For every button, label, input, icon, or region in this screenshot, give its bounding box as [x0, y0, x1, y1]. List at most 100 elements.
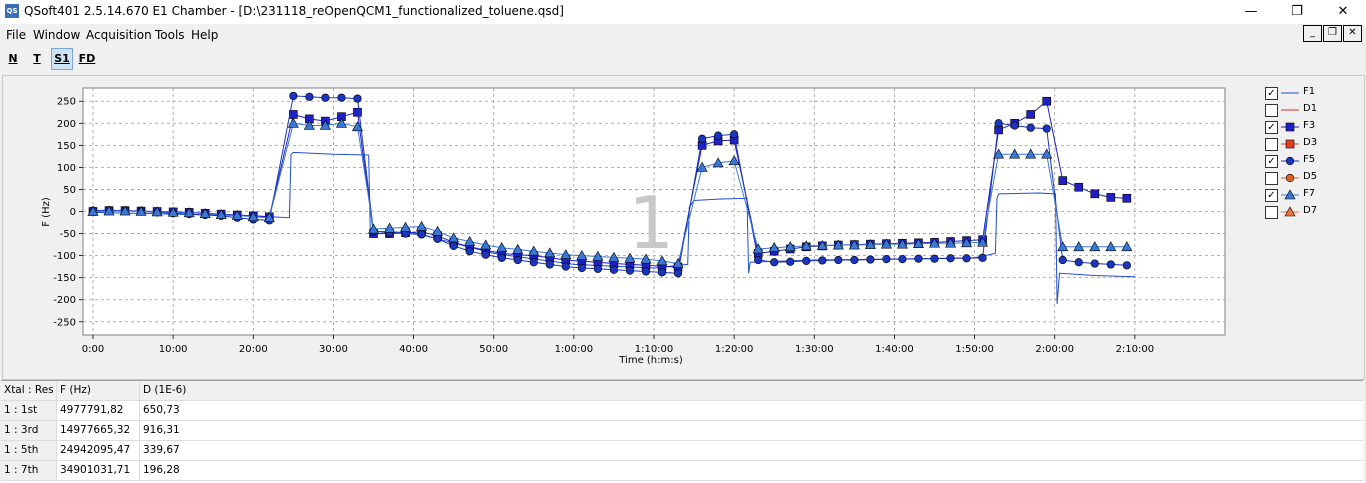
- data-point-f5: [593, 264, 603, 273]
- series-f1: [92, 151, 1135, 305]
- data-point-f7: [768, 242, 780, 252]
- data-point-f7: [1105, 241, 1117, 252]
- data-point-f7: [247, 211, 259, 222]
- mdi-close-button[interactable]: ✕: [1343, 25, 1362, 42]
- header-dissipation[interactable]: D (1E-6): [140, 381, 1363, 400]
- legend-label: D3: [1303, 137, 1318, 148]
- toolbar-t-button[interactable]: T: [33, 52, 41, 65]
- data-point-f5: [882, 255, 891, 264]
- legend-checkbox-f3[interactable]: ✓: [1265, 121, 1278, 134]
- mdi-restore-button[interactable]: ❐: [1323, 25, 1342, 42]
- legend-checkbox-f7[interactable]: ✓: [1265, 189, 1278, 202]
- data-point-f7: [464, 235, 476, 246]
- data-point-f5: [1010, 121, 1019, 130]
- frequency-cell: 34901031,71: [57, 461, 140, 480]
- data-point-f7: [945, 237, 957, 248]
- legend-item-d3[interactable]: D3: [1265, 137, 1345, 154]
- legend-item-d5[interactable]: D5: [1265, 171, 1345, 188]
- toolbar-fd-button[interactable]: FD: [78, 52, 96, 65]
- row-label: 1 : 3rd: [1, 421, 57, 440]
- legend-checkbox-f5[interactable]: ✓: [1265, 155, 1278, 168]
- legend-checkbox-d7[interactable]: [1265, 206, 1278, 219]
- table-row[interactable]: 1 : 1st 4977791,82 650,73: [1, 401, 1363, 421]
- data-point-f7: [848, 239, 860, 250]
- data-point-f5: [786, 257, 795, 266]
- data-point-f7: [496, 242, 508, 252]
- data-point-f7: [448, 232, 460, 243]
- dissipation-cell: 196,28: [143, 464, 180, 476]
- legend-swatch-f7: [1281, 189, 1299, 200]
- data-point-f7: [993, 148, 1005, 159]
- y-tick-label: 150: [57, 141, 76, 152]
- maximize-button[interactable]: ❐: [1291, 4, 1303, 19]
- data-point-f5: [898, 255, 907, 264]
- data-point-f5: [529, 258, 538, 267]
- legend-checkbox-d5[interactable]: [1265, 172, 1278, 185]
- menu-window[interactable]: Window: [33, 28, 81, 42]
- data-point-f7: [544, 247, 556, 258]
- table-row[interactable]: 1 : 3rd 14977665,32 916,31: [1, 421, 1363, 441]
- data-point-f7: [183, 207, 195, 218]
- data-point-f7: [977, 236, 989, 247]
- menu-file[interactable]: File: [6, 28, 27, 42]
- frequency-cell: 4977791,82: [57, 401, 140, 420]
- menu-tools[interactable]: Tools: [155, 28, 185, 42]
- data-point-f5: [714, 131, 723, 140]
- y-tick-label: -150: [53, 273, 76, 284]
- data-point-f7: [896, 238, 908, 249]
- data-point-f7: [432, 225, 444, 236]
- header-frequency[interactable]: F (Hz): [57, 381, 140, 400]
- data-point-f5: [353, 94, 362, 103]
- data-point-f7: [560, 249, 572, 260]
- table-row[interactable]: 1 : 5th 24942095,47 339,67: [1, 441, 1363, 461]
- x-tick-label: 20:00: [239, 344, 268, 355]
- table-row[interactable]: 1 : 7th 34901031,71 196,28: [1, 461, 1363, 481]
- data-point-f5: [497, 253, 506, 262]
- results-table: Xtal : Res F (Hz) D (1E-6) 1 : 1st 49777…: [1, 380, 1363, 483]
- x-axis-label: Time (h:m:s): [618, 355, 683, 366]
- legend-item-d1[interactable]: D1: [1265, 103, 1345, 120]
- data-point-f5: [818, 256, 827, 265]
- legend-checkbox-f1[interactable]: ✓: [1265, 87, 1278, 100]
- y-tick-label: 0: [70, 207, 76, 218]
- data-point-f7: [215, 208, 227, 219]
- data-point-f7: [696, 161, 708, 172]
- minimize-button[interactable]: —: [1244, 4, 1258, 19]
- data-point-f3: [1058, 176, 1068, 185]
- toolbar-n-button[interactable]: N: [8, 52, 18, 65]
- legend-checkbox-d3[interactable]: [1265, 138, 1278, 151]
- legend-item-f1[interactable]: ✓ F1: [1265, 86, 1345, 103]
- y-tick-label: -100: [53, 251, 76, 262]
- legend-item-d7[interactable]: D7: [1265, 205, 1345, 222]
- data-point-f5: [1106, 260, 1115, 269]
- window-title: QSoft401 2.5.14.670 E1 Chamber - [D:\231…: [24, 4, 564, 18]
- x-tick-label: 0:00: [82, 344, 104, 355]
- data-point-f5: [289, 91, 298, 101]
- data-point-f5: [834, 255, 843, 265]
- frequency-chart[interactable]: 1 0:00 10:00 20:00 30:00 40:00 50:00 1:00:00 1:…: [3, 76, 1364, 379]
- legend-item-f7[interactable]: ✓ F7: [1265, 188, 1345, 205]
- data-point-f3: [1122, 193, 1132, 203]
- mdi-minimize-button[interactable]: _: [1303, 25, 1322, 42]
- grid: [83, 88, 1225, 335]
- header-xtal-res[interactable]: Xtal : Res: [1, 381, 57, 400]
- series-line-f7: [92, 122, 1127, 265]
- menu-acquisition[interactable]: Acquisition: [86, 28, 152, 42]
- legend-swatch-d7: [1281, 206, 1299, 217]
- y-axis-ticks: 250 200 150 100 50 0 -50 -100 -150 -200 -250: [53, 97, 83, 328]
- legend-item-f5[interactable]: ✓ F5: [1265, 154, 1345, 171]
- data-point-f5: [1074, 258, 1083, 267]
- legend-checkbox-d1[interactable]: [1265, 104, 1278, 117]
- legend-label: D5: [1303, 171, 1318, 182]
- close-button[interactable]: ✕: [1337, 4, 1349, 19]
- data-point-f7: [672, 257, 684, 268]
- data-point-f7: [335, 117, 347, 128]
- y-tick-label: 200: [57, 119, 76, 130]
- toolbar-s1-button[interactable]: S1: [51, 48, 73, 70]
- data-point-f5: [1058, 255, 1067, 265]
- legend-item-f3[interactable]: ✓ F3: [1265, 120, 1345, 137]
- data-point-f7: [1025, 148, 1037, 159]
- menu-help[interactable]: Help: [191, 28, 219, 42]
- data-point-f7: [1089, 241, 1101, 252]
- y-tick-label: 250: [57, 97, 76, 108]
